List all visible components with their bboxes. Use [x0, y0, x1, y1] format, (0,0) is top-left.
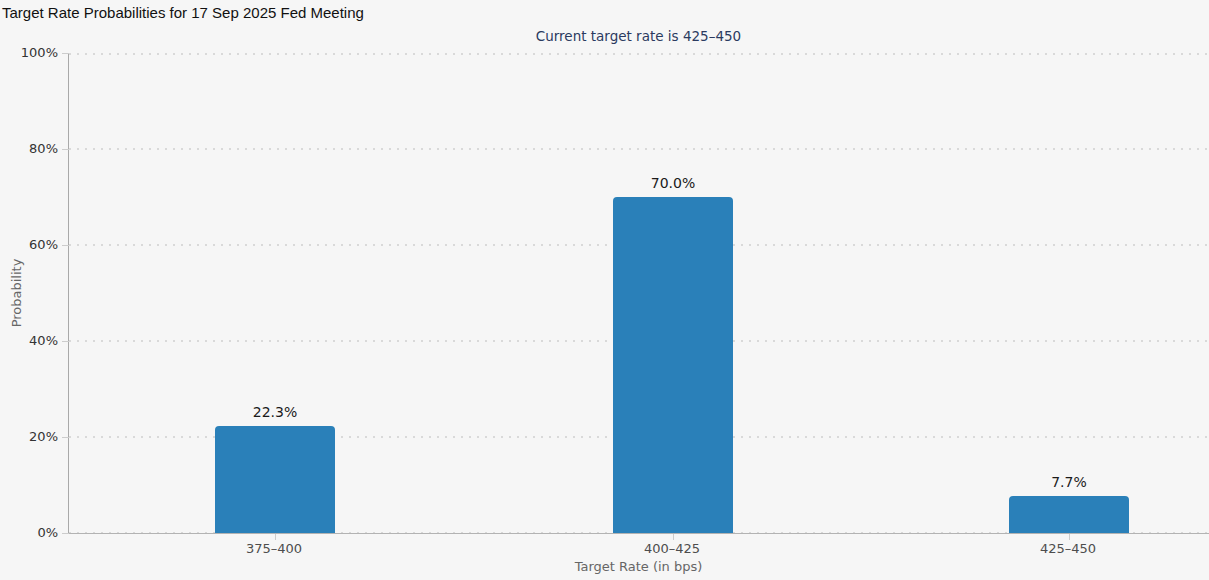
bar-value-label: 70.0% [613, 175, 733, 191]
y-axis-title: Probability [9, 259, 24, 328]
bar-425–450[interactable] [1009, 496, 1129, 533]
gridline-80% [69, 148, 1209, 150]
gridline-100% [69, 53, 1209, 55]
bar-400–425[interactable] [613, 197, 733, 533]
x-tick-mark [275, 534, 276, 540]
x-tick-label: 400–425 [602, 541, 742, 556]
y-tick-label: 80% [0, 142, 58, 156]
bar-value-label: 22.3% [215, 404, 335, 420]
x-tick-label: 425–450 [998, 541, 1138, 556]
x-tick-mark [1069, 534, 1070, 540]
fed-meeting-probability-chart: Target Rate Probabilities for 17 Sep 202… [0, 0, 1209, 580]
y-tick-label: 100% [0, 46, 58, 60]
y-tick-mark [62, 149, 69, 150]
plot-area: 22.3% 70.0% 7.7% [68, 53, 1209, 533]
y-tick-mark [62, 437, 69, 438]
page-title: Target Rate Probabilities for 17 Sep 202… [2, 4, 364, 21]
x-axis-line [69, 533, 1209, 534]
y-tick-mark [62, 341, 69, 342]
y-tick-mark [62, 53, 69, 54]
bar-value-label: 7.7% [1009, 474, 1129, 490]
x-tick-label: 375–400 [204, 541, 344, 556]
y-tick-label: 0% [0, 526, 58, 540]
y-tick-mark [62, 245, 69, 246]
chart-subtitle: Current target rate is 425–450 [68, 28, 1209, 44]
bar-375–400[interactable] [215, 426, 335, 533]
y-tick-label: 60% [0, 238, 58, 252]
x-axis-title: Target Rate (in bps) [68, 559, 1209, 574]
y-tick-label: 40% [0, 334, 58, 348]
y-tick-label: 20% [0, 430, 58, 444]
y-tick-mark [62, 533, 69, 534]
x-tick-mark [673, 534, 674, 540]
